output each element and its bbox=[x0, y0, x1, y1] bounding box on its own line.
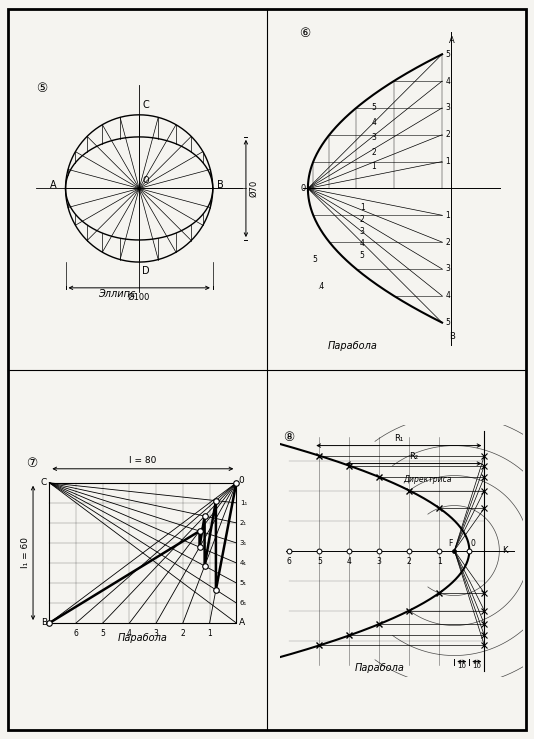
Text: 0: 0 bbox=[301, 184, 305, 193]
Text: 4: 4 bbox=[127, 629, 132, 638]
Text: A: A bbox=[50, 180, 57, 191]
Text: 6: 6 bbox=[287, 556, 292, 565]
Text: 5: 5 bbox=[317, 556, 322, 565]
Text: 1₁: 1₁ bbox=[240, 500, 247, 505]
Text: 4: 4 bbox=[446, 291, 451, 300]
Text: 10: 10 bbox=[473, 663, 481, 669]
Text: 3: 3 bbox=[446, 103, 451, 112]
Text: ⑤: ⑤ bbox=[36, 82, 48, 95]
Text: 2: 2 bbox=[446, 238, 450, 247]
Text: K: K bbox=[502, 546, 508, 555]
Text: 2: 2 bbox=[446, 130, 450, 139]
Text: ⑥: ⑥ bbox=[299, 27, 310, 41]
Text: O: O bbox=[142, 177, 149, 185]
Text: 3: 3 bbox=[360, 227, 365, 236]
Text: 3₁: 3₁ bbox=[240, 540, 247, 546]
Text: 0: 0 bbox=[239, 476, 245, 485]
Text: 4: 4 bbox=[446, 77, 451, 86]
Text: 2: 2 bbox=[407, 556, 412, 565]
Text: Парабола: Парабола bbox=[118, 633, 168, 642]
Text: 6₁: 6₁ bbox=[240, 600, 247, 606]
Text: ⑦: ⑦ bbox=[26, 457, 37, 470]
Text: B: B bbox=[449, 332, 454, 341]
Text: D: D bbox=[142, 267, 150, 276]
Text: 5: 5 bbox=[312, 255, 317, 265]
Text: Директриса: Директриса bbox=[403, 474, 452, 483]
Text: 5: 5 bbox=[446, 318, 451, 327]
Text: 4₁: 4₁ bbox=[240, 560, 247, 566]
Text: B: B bbox=[217, 180, 224, 191]
Text: l₁ = 60: l₁ = 60 bbox=[20, 537, 29, 568]
Text: 5: 5 bbox=[372, 103, 376, 112]
Text: 5: 5 bbox=[100, 629, 105, 638]
Text: 6: 6 bbox=[74, 629, 78, 638]
Text: 1: 1 bbox=[372, 163, 376, 171]
Text: Парабола: Парабола bbox=[328, 341, 378, 352]
Text: F: F bbox=[449, 539, 453, 548]
Text: 2: 2 bbox=[372, 148, 376, 157]
Text: 1: 1 bbox=[446, 157, 450, 166]
Text: 2: 2 bbox=[180, 629, 185, 638]
Text: 5₁: 5₁ bbox=[240, 580, 247, 586]
Text: 4: 4 bbox=[372, 118, 376, 127]
Text: 4: 4 bbox=[360, 239, 365, 248]
Text: 10: 10 bbox=[457, 663, 466, 669]
Text: R₂: R₂ bbox=[409, 452, 419, 461]
Text: 1: 1 bbox=[207, 629, 212, 638]
Text: 0: 0 bbox=[471, 539, 476, 548]
Text: l = 80: l = 80 bbox=[129, 456, 156, 466]
Text: 1: 1 bbox=[446, 211, 450, 219]
Text: Эллипс: Эллипс bbox=[98, 290, 136, 299]
Text: 3: 3 bbox=[154, 629, 159, 638]
Text: 1: 1 bbox=[437, 556, 442, 565]
Text: 5: 5 bbox=[446, 50, 451, 59]
Text: 3: 3 bbox=[372, 133, 376, 142]
Text: A: A bbox=[239, 619, 245, 627]
Text: R₁: R₁ bbox=[394, 434, 404, 443]
Text: 3: 3 bbox=[446, 265, 451, 273]
Text: 2: 2 bbox=[360, 215, 365, 224]
Text: 3: 3 bbox=[377, 556, 382, 565]
Text: Ø100: Ø100 bbox=[128, 293, 151, 302]
Text: 4: 4 bbox=[347, 556, 352, 565]
Text: Парабола: Парабола bbox=[355, 663, 404, 672]
Text: A: A bbox=[449, 36, 454, 45]
Text: 5: 5 bbox=[360, 251, 365, 260]
Text: .4: .4 bbox=[317, 282, 324, 291]
Text: 1: 1 bbox=[360, 202, 365, 212]
Text: B: B bbox=[41, 619, 47, 627]
Text: 2₁: 2₁ bbox=[240, 520, 247, 526]
Text: C: C bbox=[41, 478, 47, 487]
Text: ⑧: ⑧ bbox=[284, 431, 295, 443]
Text: C: C bbox=[142, 101, 149, 110]
Text: Ø70: Ø70 bbox=[249, 180, 258, 197]
